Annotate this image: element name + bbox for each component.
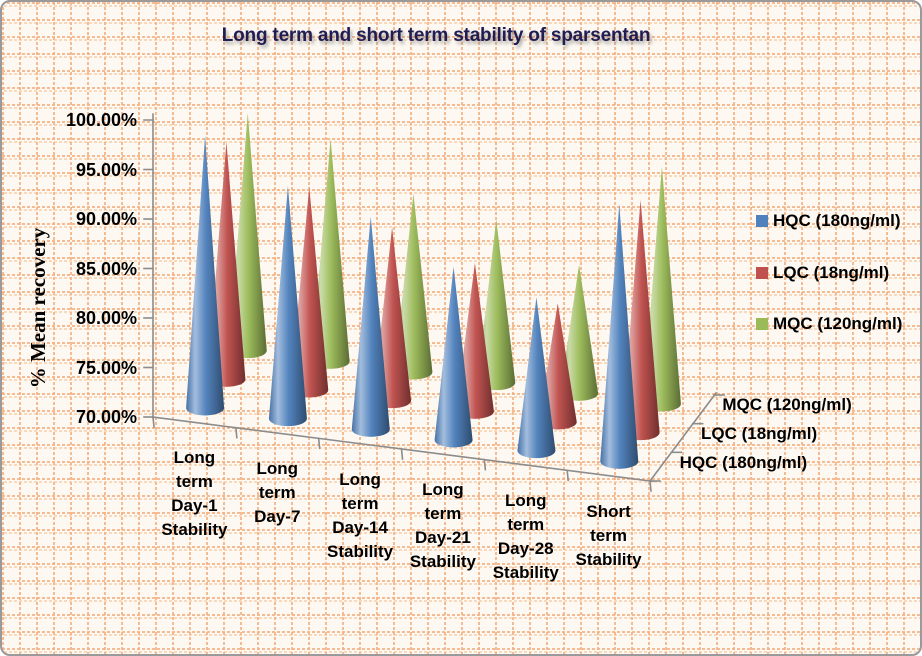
cone-hqc-cat1 [186,135,225,416]
category-label-line: Stability [492,563,559,582]
category-label-line: term [424,504,462,524]
legend-item-label: LQC (18ng/ml) [773,262,890,282]
category-axis-tick [234,426,238,439]
legend-swatch-lqc [756,266,768,279]
category-axis-tick [152,416,155,428]
category-label-line: Day-7 [254,507,301,526]
category-label-line: Day-21 [415,528,471,548]
category-label-line: term [590,525,627,545]
category-label-line: Long [256,459,299,478]
category-label-line: term [258,483,296,502]
y-tick-label: 80.00% [75,308,137,328]
y-tick-label: 85.00% [75,258,137,279]
depth-axis-label: HQC (180ng/ml) [679,452,808,472]
category-axis-tick [400,448,404,460]
category-label-line: Long [422,480,464,500]
category-label: Long term Day-1 Stability [138,446,250,542]
category-label-line: Stability [161,520,228,540]
category-label-line: Day-14 [332,517,388,537]
category-label-line: Stability [409,552,476,572]
cone-hqc-cat2 [268,186,307,427]
cone-hqc-cat4 [434,266,473,448]
legend-swatch-hqc [756,215,768,227]
depth-axis-label: MQC (120ng/ml) [722,395,852,415]
category-axis-tick [649,480,652,492]
category-label-line: Long [339,469,381,489]
category-label-line: Day-1 [171,496,218,516]
legend-item: HQC (180ng/ml) [756,211,901,231]
category-label: Short term Stability [553,500,665,572]
y-tick-label: 100.00% [65,110,137,130]
category-label-line: term [507,515,545,534]
y-tick-label: 70.00% [75,407,137,427]
cone-mqc-cat2 [311,138,350,369]
category-label-line: term [341,493,379,513]
chart-title: Long term and short term stability of sp… [221,25,651,46]
cone-mqc-cat5 [560,264,599,401]
cone-hqc-cat5 [517,297,556,459]
category-label: Long term Day-7 [221,457,333,529]
category-label-line: Short [586,501,631,521]
legend-item: LQC (18ng/ml) [756,263,889,283]
legend-item: MQC (120ng/ml) [756,314,902,334]
cone-mqc-cat4 [477,219,516,391]
category-label: Long term Day-14 Stability [304,468,416,564]
category-axis-tick [483,458,487,471]
category-label-line: Long [504,491,547,510]
cone-hqc-cat6 [600,203,639,469]
category-label: Long term Day-21 Stability [387,478,499,574]
category-label-line: Stability [327,541,394,561]
legend-item-label: HQC (180ng/ml) [773,211,901,230]
cone-hqc-cat3 [351,216,390,437]
depth-axis-label: LQC (18ng/ml) [701,424,818,443]
category-label: Long term Day-28 Stability [470,489,582,585]
y-tick-label: 75.00% [75,357,137,378]
cone-mqc-cat3 [394,193,433,380]
y-tick-label: 90.00% [75,209,137,229]
category-label-line: term [175,472,213,492]
category-label-line: Day-28 [497,539,554,558]
legend-swatch-mqc [756,318,768,330]
y-tick-label: 95.00% [75,159,137,180]
depth-axis-line [648,391,718,483]
legend-item-label: MQC (120ng/ml) [773,314,903,333]
category-label-line: Long [173,448,216,468]
category-label-line: Stability [575,549,642,569]
category-axis-tick [317,437,321,450]
category-axis-tick [566,469,570,482]
